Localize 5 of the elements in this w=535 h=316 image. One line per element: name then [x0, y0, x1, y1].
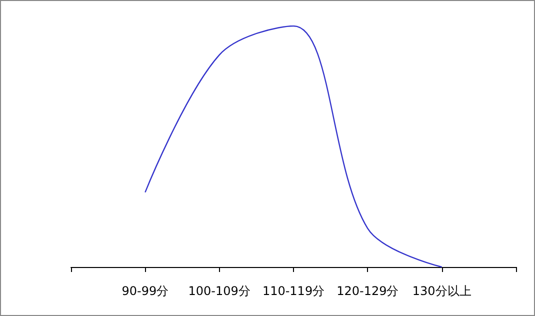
- x-tick-label: 90-99分: [122, 284, 169, 298]
- x-tick-label: 110-119分: [262, 284, 325, 298]
- x-tick-label: 100-109分: [188, 284, 250, 298]
- x-tick-label: 130分以上: [412, 284, 472, 298]
- x-tick-label: 120-129分: [336, 284, 399, 298]
